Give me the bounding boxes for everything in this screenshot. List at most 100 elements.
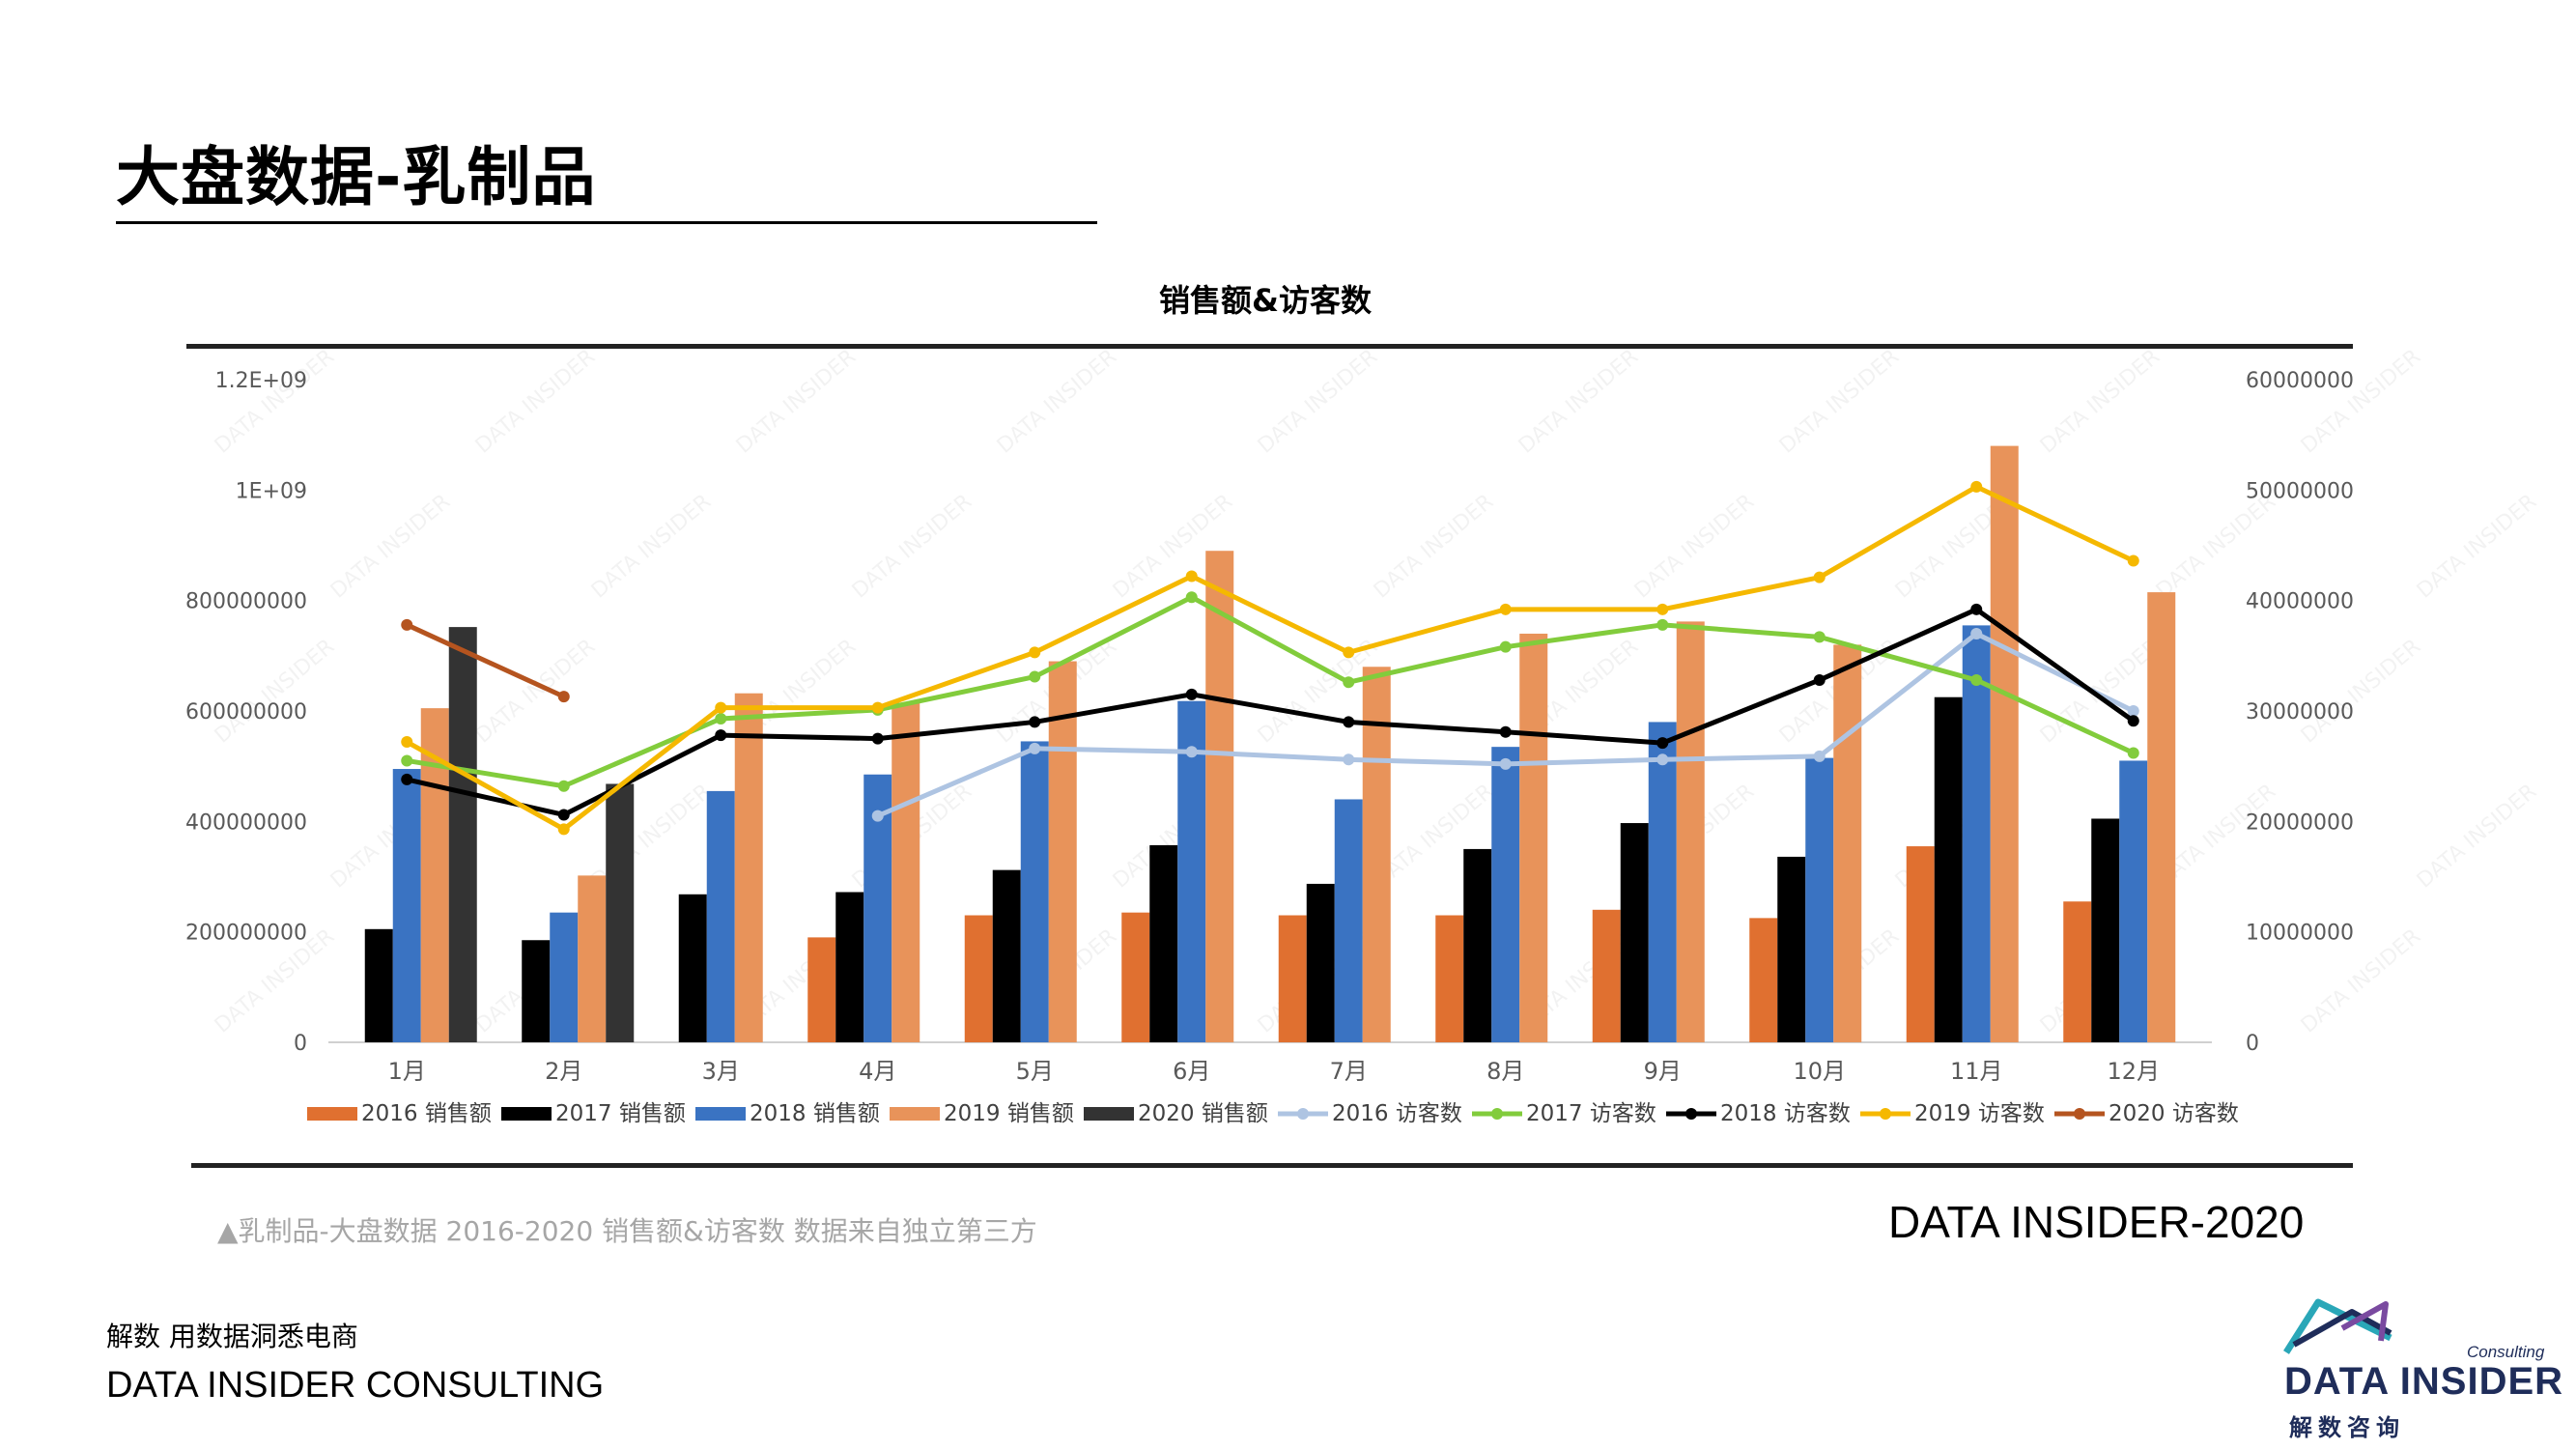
bar: [448, 627, 477, 1042]
legend: 2016 销售额 2017 销售额 2018 销售额 2019 销售额 2020 销售额…: [307, 1101, 2239, 1126]
y-left-tick-label: 1.2E+09: [215, 369, 307, 393]
watermark-text: DATA INSIDER: [2297, 345, 2425, 459]
legend-swatch: [695, 1107, 746, 1121]
line-point: [1970, 627, 1983, 639]
x-tick-label: 1月: [388, 1058, 426, 1085]
y-right-tick-label: 20000000: [2246, 810, 2354, 835]
chart-title: 销售额&访客数: [1159, 282, 1373, 319]
bar: [1177, 700, 1206, 1042]
legend-swatch: [501, 1107, 552, 1121]
bar: [1990, 445, 2019, 1043]
line-point: [401, 754, 413, 767]
legend-line-marker: [2074, 1108, 2085, 1120]
chart-top-border: [186, 344, 2353, 349]
line-point: [401, 618, 413, 631]
bar: [1205, 551, 1234, 1042]
bar: [807, 937, 836, 1042]
line-point: [1813, 750, 1826, 762]
bar: [1362, 667, 1391, 1042]
series-line: [406, 622, 565, 699]
line-point: [1499, 640, 1512, 653]
watermark-text: DATA INSIDER: [1775, 345, 1904, 459]
axes: 02000000004000000006000000008000000001E+…: [185, 369, 2354, 1085]
line-point: [1499, 757, 1512, 770]
y-left-tick-label: 1E+09: [236, 479, 307, 503]
bar: [1463, 848, 1492, 1042]
bar: [835, 892, 864, 1042]
bar: [2119, 760, 2148, 1042]
bar: [1519, 633, 1548, 1042]
line-point: [1970, 480, 1983, 493]
series-line: [406, 607, 2136, 817]
line-point: [715, 713, 727, 725]
watermark-text: DATA INSIDER: [587, 490, 716, 604]
legend-line-marker: [1880, 1108, 1891, 1120]
x-tick-label: 7月: [1330, 1058, 1368, 1085]
watermark-text: DATA INSIDER: [211, 345, 339, 459]
watermark-text: DATA INSIDER: [1370, 490, 1498, 604]
watermark-text: DATA INSIDER: [2297, 635, 2425, 749]
y-right-tick-label: 50000000: [2246, 479, 2354, 503]
line-point: [1343, 676, 1355, 689]
bar: [1435, 915, 1464, 1042]
line-point: [1499, 603, 1512, 615]
line-point: [401, 773, 413, 785]
watermark-text: DATA INSIDER: [471, 345, 600, 459]
line-point: [1029, 646, 1041, 659]
bar: [964, 915, 993, 1042]
watermark-text: DATA INSIDER: [211, 635, 339, 749]
bar: [1020, 741, 1049, 1042]
chart-bottom-border: [191, 1163, 2353, 1168]
watermark-text: DATA INSIDER: [993, 345, 1121, 459]
legend-label: 2016 访客数: [1332, 1101, 1462, 1126]
bar: [1749, 918, 1778, 1042]
line-point: [2127, 705, 2139, 717]
line-point: [1185, 688, 1198, 700]
watermark-text: DATA INSIDER: [1514, 345, 1643, 459]
bar: [1934, 696, 1963, 1042]
watermark-text: DATA INSIDER: [732, 345, 861, 459]
line-point: [1343, 753, 1355, 766]
x-tick-label: 3月: [702, 1058, 740, 1085]
line-point: [557, 691, 570, 703]
bar: [1805, 757, 1834, 1042]
legend-label: 2018 访客数: [1720, 1101, 1851, 1126]
legend-swatch: [307, 1107, 357, 1121]
page-title: 大盘数据-乳制品: [116, 140, 597, 214]
bar: [1648, 722, 1677, 1042]
line-point: [1499, 725, 1512, 738]
line-point: [1970, 603, 1983, 615]
watermark-text: DATA INSIDER: [848, 490, 977, 604]
line-point: [557, 780, 570, 792]
legend-label: 2016 销售额: [361, 1101, 492, 1126]
bar: [1048, 661, 1077, 1042]
legend-label: 2020 访客数: [2109, 1101, 2239, 1126]
bar: [1278, 915, 1307, 1042]
bar: [992, 869, 1021, 1042]
legend-swatch: [1084, 1107, 1134, 1121]
line-point: [1185, 746, 1198, 758]
x-tick-label: 2月: [545, 1058, 582, 1085]
bar: [678, 894, 707, 1042]
watermark-text: DATA INSIDER: [326, 490, 455, 604]
bar: [1676, 621, 1705, 1042]
bar: [2091, 818, 2120, 1042]
y-right-tick-label: 60000000: [2246, 369, 2354, 393]
line-point: [1813, 571, 1826, 583]
x-tick-label: 11月: [1950, 1058, 2003, 1085]
legend-swatch: [890, 1107, 940, 1121]
x-tick-label: 4月: [859, 1058, 896, 1085]
watermark-text: DATA INSIDER: [1630, 490, 1759, 604]
watermark-text: DATA INSIDER: [2413, 490, 2541, 604]
y-right-tick-label: 0: [2246, 1032, 2259, 1056]
x-tick-label: 5月: [1016, 1058, 1054, 1085]
y-right-tick-label: 10000000: [2246, 922, 2354, 946]
line-point: [1813, 631, 1826, 643]
line-point: [1185, 570, 1198, 582]
legend-label: 2019 销售额: [944, 1101, 1074, 1126]
logo-chinese-name: 解数咨询: [2289, 1414, 2405, 1441]
bar: [2063, 901, 2092, 1042]
line-point: [1029, 670, 1041, 683]
line-point: [2127, 715, 2139, 727]
